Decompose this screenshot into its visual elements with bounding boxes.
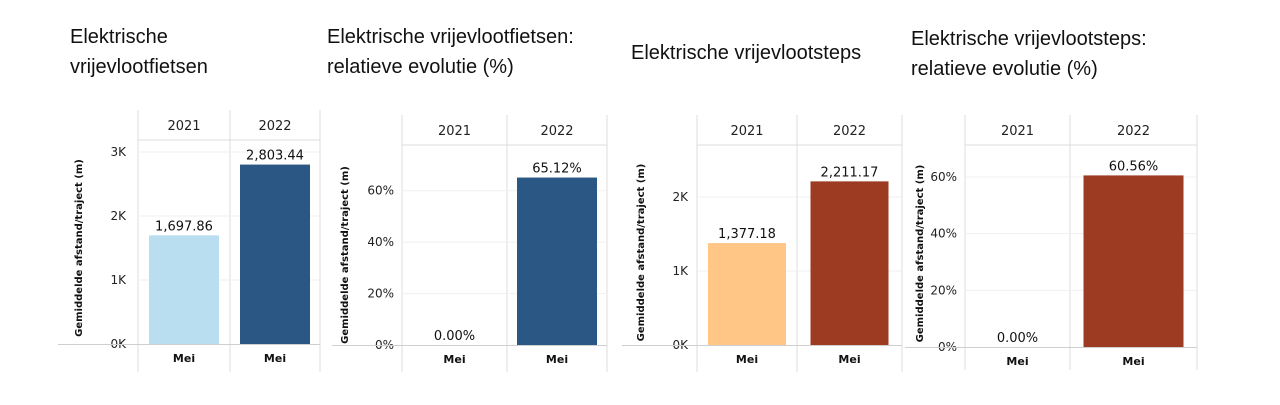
y-axis-label: Gemiddelde afstand/traject (m) [915,165,926,343]
data-label-2022: 2,211.17 [821,165,879,180]
x-category-label: Mei [736,353,758,366]
y-tick-label: 2K [110,209,127,223]
y-tick-label: 40% [930,227,957,241]
x-category-label: Mei [1006,355,1028,368]
chart-title-2: Elektrische vrijevlootfietsen: relatieve… [327,26,574,78]
data-label-2022: 65.12% [532,162,582,177]
data-label-2021: 1,697.86 [155,219,213,234]
bar-2022 [1083,175,1184,347]
y-tick-label: 60% [367,184,394,198]
chart-title-3: Elektrische vrijevlootsteps [631,42,862,64]
y-tick-label: 20% [367,287,394,301]
x-category-label: Mei [264,352,286,365]
y-tick-label: 20% [930,283,957,297]
column-header-2021: 2021 [167,119,200,134]
data-label-2022: 2,803.44 [246,149,304,164]
x-category-label: Mei [546,353,568,366]
x-category-label: Mei [838,353,860,366]
data-label-2021: 0.00% [434,329,475,344]
y-tick-label: 2K [672,190,689,204]
x-category-label: Mei [1122,355,1144,368]
y-axis-label: Gemiddelde afstand/traject (m) [636,164,647,342]
bar-2021 [708,243,786,345]
column-header-2022: 2022 [1117,124,1150,139]
data-label-2021: 0.00% [997,331,1038,346]
data-label-2022: 60.56% [1109,159,1159,174]
y-tick-label: 3K [110,145,127,159]
y-tick-label: 1K [110,273,127,287]
chart-panel-4: 0%20%40%60%Gemiddelde afstand/traject (m… [905,115,1198,370]
chart-title-4: Elektrische vrijevlootsteps: relatieve e… [911,28,1147,80]
y-tick-label: 60% [930,170,957,184]
column-header-2022: 2022 [258,119,291,134]
chart-panel-2: 0%20%40%60%Gemiddelde afstand/traject (m… [332,115,608,372]
data-label-2021: 1,377.18 [718,227,776,242]
chart-title-1: Elektrische vrijevlootfietsen [70,26,208,78]
bar-2022 [240,164,310,344]
column-header-2022: 2022 [540,124,573,139]
x-category-label: Mei [443,353,465,366]
x-category-label: Mei [173,352,195,365]
column-header-2021: 2021 [1001,124,1034,139]
column-header-2021: 2021 [730,124,763,139]
bar-2021 [149,235,219,344]
bar-2022 [810,181,889,345]
y-tick-label: 1K [672,264,689,278]
column-header-2022: 2022 [833,124,866,139]
y-axis-label: Gemiddelde afstand/traject (m) [340,166,351,344]
column-header-2021: 2021 [438,124,471,139]
bar-2022 [517,177,597,345]
y-tick-label: 40% [367,235,394,249]
y-axis-label: Gemiddelde afstand/traject (m) [74,159,85,337]
